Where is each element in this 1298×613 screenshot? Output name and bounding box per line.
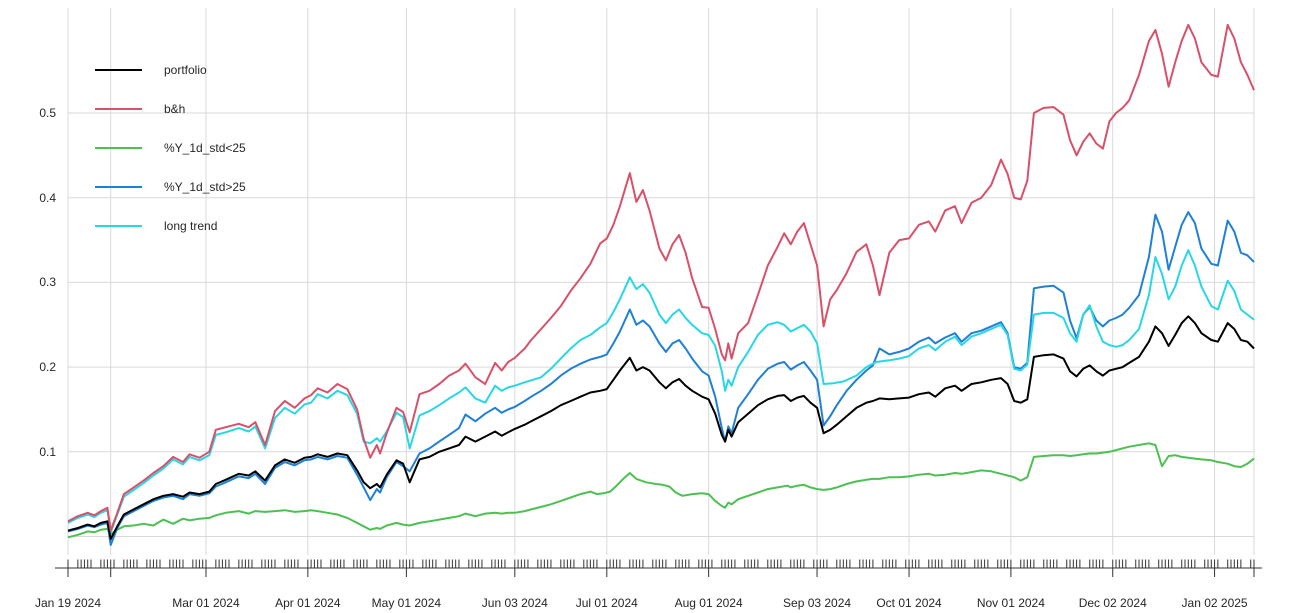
legend-label: b&h [164, 102, 186, 116]
legend-label: long trend [164, 219, 218, 233]
series-line-long-trend [67, 249, 1255, 534]
series-line-portfolio [67, 315, 1255, 540]
x-tick-label: Jan 19 2024 [34, 596, 102, 610]
legend-item-std-lt-25[interactable]: %Y_1d_std<25 [95, 134, 246, 162]
y-tick-label: 0.1 [39, 444, 56, 459]
x-tick-label: Jun 03 2024 [481, 596, 548, 610]
legend-item-bh[interactable]: b&h [95, 95, 246, 123]
legend-item-portfolio[interactable]: portfolio [95, 56, 246, 84]
x-tick-label: Nov 01 2024 [976, 596, 1045, 610]
bh-line-swatch [95, 108, 142, 110]
portfolio-line-swatch [95, 69, 142, 71]
x-tick-label: Jul 01 2024 [575, 596, 638, 610]
legend-item-long-trend[interactable]: long trend [95, 212, 246, 240]
x-tick-label: Aug 01 2024 [674, 596, 743, 610]
std-gt-25-line-swatch [95, 186, 142, 188]
x-tick-label: May 01 2024 [371, 596, 442, 610]
y-tick-label: 0.3 [39, 275, 56, 290]
legend-label: %Y_1d_std>25 [164, 180, 246, 194]
legend-label: %Y_1d_std<25 [164, 141, 246, 155]
x-tick-label: Sep 03 2024 [783, 596, 852, 610]
std-lt-25-line-swatch [95, 147, 142, 149]
x-tick-label: Mar 01 2024 [172, 596, 240, 610]
series-line-b-h [67, 23, 1255, 532]
y-tick-label: 0.2 [39, 360, 56, 375]
x-tick-label: Oct 01 2024 [876, 596, 942, 610]
x-tick-label: Apr 01 2024 [275, 596, 341, 610]
y-tick-label: 0.4 [39, 190, 56, 205]
x-tick-label: Dec 02 2024 [1078, 596, 1147, 610]
x-tick-label: Jan 02 2025 [1181, 596, 1248, 610]
long-trend-line-swatch [95, 225, 142, 227]
series-line--y-1d-std-25 [67, 442, 1255, 539]
legend: portfolio b&h %Y_1d_std<25 %Y_1d_std>25 … [95, 56, 246, 240]
legend-item-std-gt-25[interactable]: %Y_1d_std>25 [95, 173, 246, 201]
y-tick-label: 0.5 [39, 106, 56, 120]
legend-label: portfolio [164, 63, 207, 77]
series-line--y-1d-std-25 [67, 211, 1255, 546]
